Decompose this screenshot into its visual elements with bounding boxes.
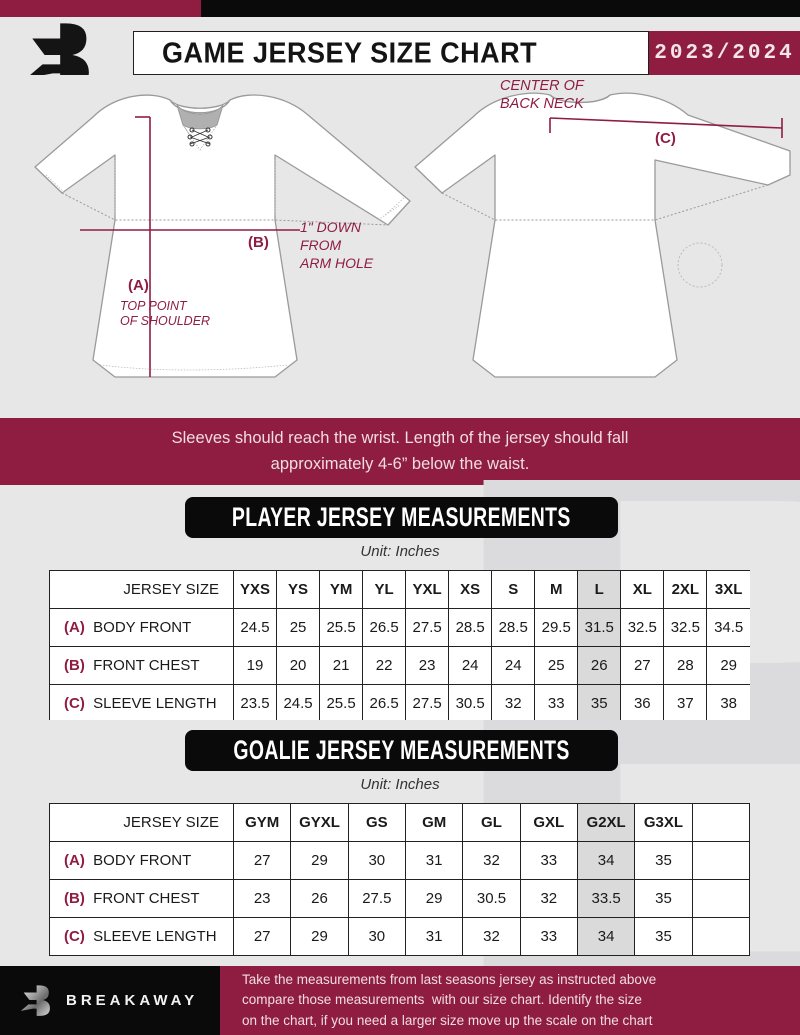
svg-text:OF SHOULDER: OF SHOULDER [120,314,210,328]
svg-text:(B): (B) [248,234,269,251]
svg-text:TOP POINT: TOP POINT [120,299,188,313]
svg-text:(A): (A) [128,277,149,294]
svg-text:(C): (C) [655,130,676,147]
